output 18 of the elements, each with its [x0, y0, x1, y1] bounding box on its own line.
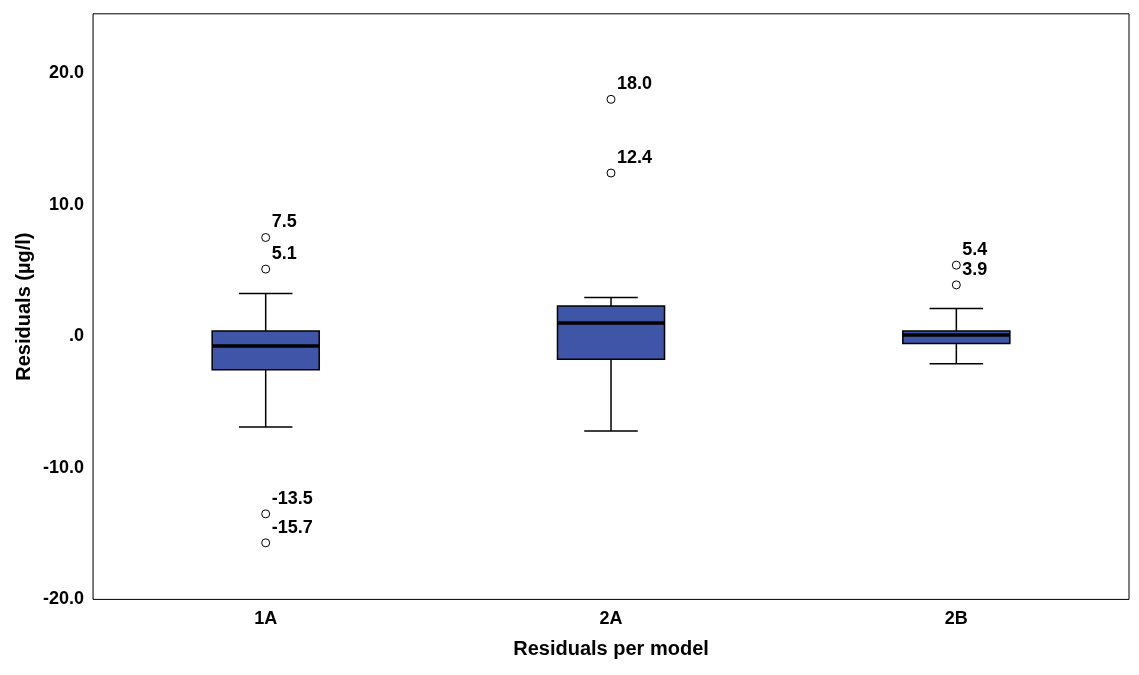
- annotation: -15.7: [271, 516, 313, 537]
- x-tick-label: 1A: [254, 608, 278, 629]
- x-tick-label: 2A: [599, 608, 623, 629]
- annotation: 3.9: [962, 258, 988, 279]
- y-tick-label: .0: [69, 325, 85, 346]
- y-tick-label: 20.0: [48, 61, 85, 82]
- y-axis-title: Residuals (µg/l): [11, 232, 34, 381]
- annotation: 7.5: [271, 211, 297, 232]
- annotation: 18.0: [617, 73, 653, 94]
- annotation: 5.1: [271, 243, 297, 264]
- annotation: -13.5: [271, 487, 313, 508]
- x-tick-label: 2B: [944, 608, 968, 629]
- x-axis-title: Residuals per model: [513, 636, 709, 659]
- y-tick-label: 10.0: [48, 193, 85, 214]
- y-tick-label: -20.0: [43, 588, 85, 609]
- y-tick-label: -10.0: [43, 456, 85, 477]
- annotation: 5.4: [962, 239, 988, 260]
- annotation: 12.4: [617, 147, 653, 167]
